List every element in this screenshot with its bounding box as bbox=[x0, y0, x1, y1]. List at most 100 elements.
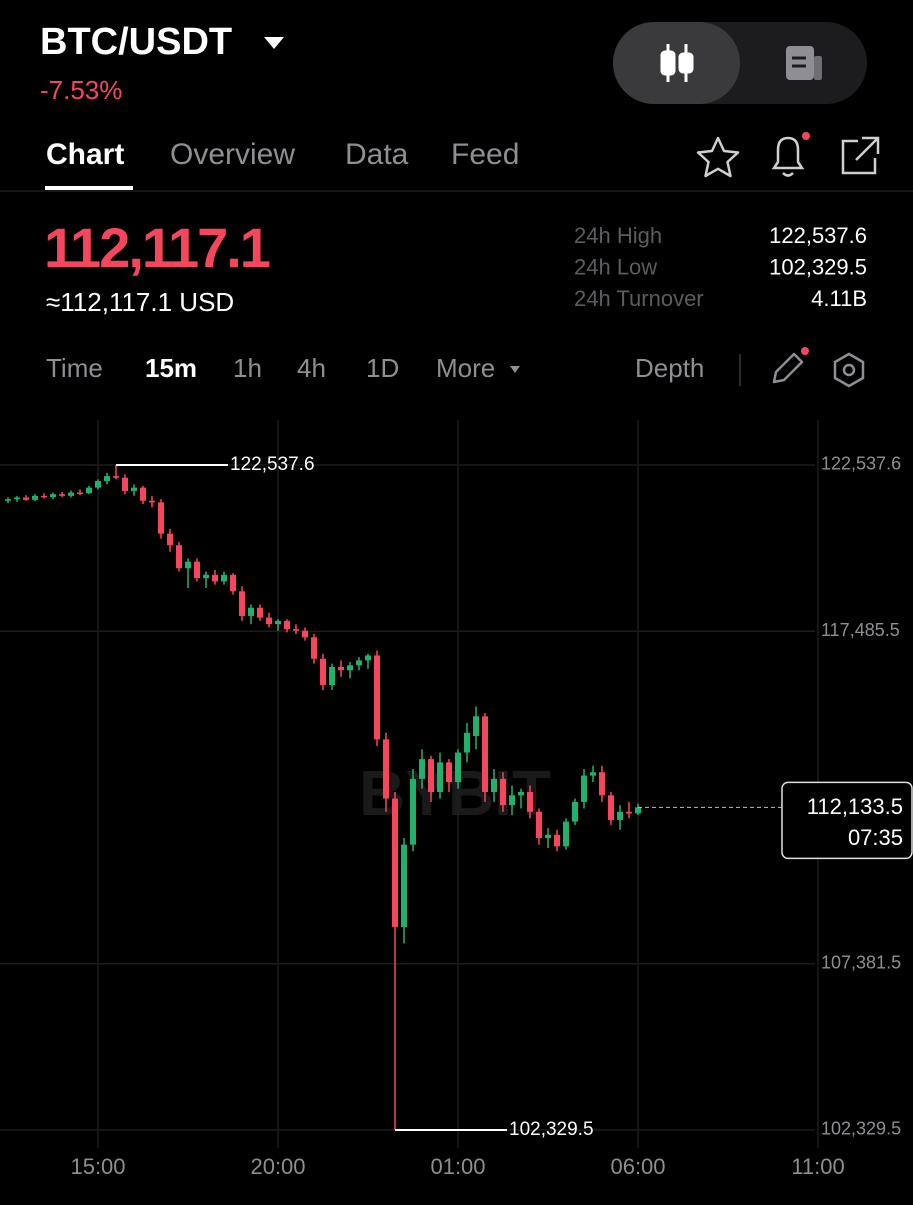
favorite-icon[interactable] bbox=[696, 136, 740, 178]
usd-price: ≈112,117.1 USD bbox=[46, 287, 234, 317]
candle-body bbox=[95, 481, 101, 488]
timeframe[interactable]: 1D bbox=[366, 353, 399, 383]
candle-body bbox=[446, 762, 452, 783]
candle-body bbox=[401, 844, 407, 927]
more-arrow[interactable] bbox=[510, 366, 520, 373]
y-tick-label: 102,329.5 bbox=[821, 1119, 901, 1139]
candle-body bbox=[239, 591, 245, 616]
candle-view[interactable] bbox=[613, 22, 740, 104]
timeframe[interactable]: Time bbox=[46, 353, 103, 383]
candle-body bbox=[509, 795, 515, 806]
candle-body bbox=[167, 533, 173, 546]
candle-body bbox=[635, 807, 641, 814]
candle-body bbox=[5, 499, 11, 501]
candle-body bbox=[113, 476, 119, 478]
pair-dropdown[interactable] bbox=[264, 37, 284, 49]
candle-body bbox=[131, 487, 137, 491]
candle-body bbox=[617, 811, 623, 820]
candle-body bbox=[284, 620, 290, 630]
pair[interactable]: BTC/USDT bbox=[40, 21, 232, 63]
settings-icon[interactable] bbox=[833, 352, 865, 388]
candle-body bbox=[86, 487, 92, 494]
candle-body bbox=[302, 630, 308, 638]
candle-body bbox=[410, 778, 416, 845]
stat-value: 4.11B bbox=[811, 286, 867, 311]
candle-body bbox=[482, 716, 488, 793]
alert-icon[interactable] bbox=[771, 136, 805, 177]
candle-body bbox=[50, 494, 56, 498]
stat-label: 24h Turnover bbox=[574, 286, 704, 311]
tab-underline bbox=[45, 186, 133, 190]
candle-body bbox=[122, 477, 128, 491]
alert-dot bbox=[802, 132, 810, 140]
timeframe[interactable]: 4h bbox=[297, 353, 326, 383]
draw-icon[interactable] bbox=[772, 352, 804, 384]
candle-body bbox=[293, 629, 299, 631]
candle-body bbox=[329, 666, 335, 686]
candle-body bbox=[473, 716, 479, 737]
timeframes: Time 15m 1h 4h 1D More bbox=[46, 353, 495, 383]
candle-body bbox=[626, 811, 632, 814]
candle-body bbox=[320, 658, 326, 686]
annotation-label: 102,329.5 bbox=[509, 1119, 594, 1140]
tabs: Chart Overview Data Feed bbox=[46, 138, 519, 171]
candle-body bbox=[266, 617, 272, 625]
stats: 24h High 122,537.6 24h Low 102,329.5 24h Tur… bbox=[574, 223, 867, 311]
candle-body bbox=[275, 620, 281, 625]
tab[interactable]: Data bbox=[345, 138, 409, 171]
candle-body bbox=[77, 492, 83, 495]
candle-body bbox=[365, 655, 371, 661]
tab[interactable]: Feed bbox=[451, 138, 519, 171]
candle-body bbox=[149, 500, 155, 503]
candle-body bbox=[527, 792, 533, 812]
timeframe[interactable]: More bbox=[436, 353, 495, 383]
candle-body bbox=[221, 574, 227, 582]
depth-tab[interactable]: Depth bbox=[635, 353, 704, 383]
y-tick-label: 117,485.5 bbox=[821, 620, 900, 640]
candle-body bbox=[158, 502, 164, 534]
candle-body bbox=[338, 666, 344, 671]
y-tick-label: 122,537.6 bbox=[821, 454, 901, 474]
x-tick-label: 01:00 bbox=[430, 1154, 485, 1179]
candle-body bbox=[203, 574, 209, 579]
timeframe[interactable]: 15m bbox=[145, 353, 197, 383]
tab[interactable]: Overview bbox=[170, 138, 295, 171]
candle-body bbox=[68, 492, 74, 496]
annotation-label: 122,537.6 bbox=[230, 454, 315, 475]
candle-body bbox=[176, 545, 182, 569]
candle-body bbox=[248, 607, 254, 616]
candle-icon bbox=[660, 44, 694, 82]
candle-body bbox=[311, 637, 317, 659]
candle-body bbox=[437, 762, 443, 793]
candle-body bbox=[374, 655, 380, 740]
candle-body bbox=[59, 494, 65, 496]
stat-label: 24h Low bbox=[574, 254, 657, 279]
stat-value: 122,537.6 bbox=[769, 223, 867, 248]
candle-body bbox=[455, 752, 461, 783]
candle-body bbox=[14, 497, 20, 500]
timeframe[interactable]: 1h bbox=[233, 353, 262, 383]
candle-body bbox=[23, 497, 29, 500]
tab[interactable]: Chart bbox=[46, 138, 124, 171]
candle-body bbox=[428, 759, 434, 793]
candle-body bbox=[581, 775, 587, 802]
candle-body bbox=[347, 665, 353, 671]
candle-body bbox=[545, 834, 551, 839]
candle-body bbox=[500, 778, 506, 806]
candle-body bbox=[563, 821, 569, 847]
candle-body bbox=[554, 834, 560, 847]
candle-body bbox=[257, 607, 263, 618]
candle-body bbox=[491, 778, 497, 793]
doc-icon[interactable] bbox=[786, 46, 822, 80]
candle-body bbox=[41, 495, 47, 498]
candle-body bbox=[32, 495, 38, 500]
share-icon[interactable] bbox=[841, 136, 880, 175]
stat-value: 102,329.5 bbox=[769, 254, 867, 279]
stat-label: 24h High bbox=[574, 223, 662, 248]
change: -7.53% bbox=[40, 75, 122, 105]
candle-body bbox=[356, 660, 362, 666]
candle-body bbox=[212, 574, 218, 582]
